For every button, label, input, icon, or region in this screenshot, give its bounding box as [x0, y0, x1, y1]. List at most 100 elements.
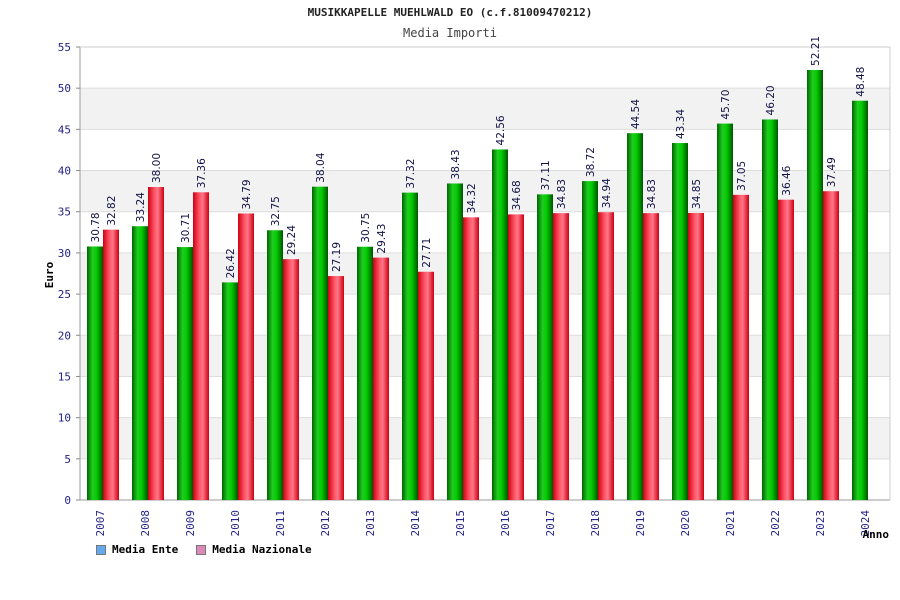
bar-nazionale-2018 — [598, 212, 614, 501]
bar-nazionale-2013 — [373, 257, 389, 500]
data-label-ente-2021: 45.70 — [720, 90, 732, 120]
y-tick-label: 40 — [58, 165, 71, 178]
data-label-ente-2011: 32.75 — [270, 196, 282, 226]
x-tick-label-2020: 2020 — [679, 510, 692, 537]
bar-ente-2015 — [447, 183, 463, 500]
x-tick-label-2022: 2022 — [769, 510, 782, 537]
data-label-nazionale-2018: 34.94 — [601, 178, 613, 208]
bar-ente-2014 — [402, 192, 418, 501]
y-tick-label: 0 — [64, 494, 71, 507]
x-tick-label-2019: 2019 — [634, 510, 647, 537]
bar-nazionale-2008 — [148, 187, 164, 500]
x-tick-label-2016: 2016 — [499, 510, 512, 537]
data-label-ente-2008: 33.24 — [135, 192, 147, 222]
bar-nazionale-2022 — [778, 199, 794, 500]
data-label-nazionale-2012: 27.19 — [331, 242, 343, 272]
data-label-ente-2013: 30.75 — [360, 213, 372, 243]
data-label-ente-2024: 48.48 — [855, 67, 867, 97]
bar-ente-2007 — [87, 246, 103, 500]
bar-ente-2011 — [267, 230, 283, 500]
bar-nazionale-2007 — [103, 229, 119, 500]
x-tick-label-2013: 2013 — [364, 510, 377, 537]
bar-nazionale-2023 — [823, 191, 839, 500]
bar-nazionale-2016 — [508, 214, 524, 500]
legend-swatch-ente — [96, 544, 106, 555]
x-tick-label-2014: 2014 — [409, 510, 422, 537]
bar-nazionale-2010 — [238, 213, 254, 500]
legend-label-nazionale: Media Nazionale — [212, 543, 312, 556]
data-label-nazionale-2022: 36.46 — [781, 165, 793, 195]
x-tick-label-2021: 2021 — [724, 510, 737, 537]
chart-title: MUSIKKAPELLE MUEHLWALD EO (c.f.810094702… — [307, 6, 593, 19]
grid-band — [80, 88, 890, 130]
bar-ente-2023 — [807, 69, 823, 500]
y-tick-label: 50 — [58, 82, 71, 95]
data-label-ente-2016: 42.56 — [495, 115, 507, 145]
bar-nazionale-2012 — [328, 276, 344, 500]
grid-band — [80, 417, 890, 459]
x-tick-label-2024: 2024 — [859, 510, 872, 537]
bar-ente-2009 — [177, 247, 193, 500]
data-label-ente-2010: 26.42 — [225, 248, 237, 278]
data-label-nazionale-2011: 29.24 — [286, 225, 298, 255]
data-label-ente-2020: 43.34 — [675, 109, 687, 139]
grid-band — [80, 252, 890, 295]
bar-ente-2020 — [672, 143, 688, 500]
grid-band — [80, 170, 890, 212]
grid-band — [80, 458, 890, 500]
x-tick-label-2007: 2007 — [94, 510, 107, 537]
bar-ente-2018 — [582, 181, 598, 500]
data-label-ente-2019: 44.54 — [630, 99, 642, 129]
data-label-nazionale-2014: 27.71 — [421, 238, 433, 268]
x-tick-label-2010: 2010 — [229, 510, 242, 537]
bar-ente-2022 — [762, 119, 778, 500]
data-label-ente-2015: 38.43 — [450, 149, 462, 179]
data-label-ente-2018: 38.72 — [585, 147, 597, 177]
bar-ente-2010 — [222, 282, 238, 500]
y-tick-label: 10 — [58, 412, 71, 425]
bar-nazionale-2017 — [553, 213, 569, 501]
bar-ente-2008 — [132, 226, 148, 500]
data-label-ente-2007: 30.78 — [90, 212, 102, 242]
data-label-nazionale-2023: 37.49 — [826, 157, 838, 187]
data-label-ente-2009: 30.71 — [180, 213, 192, 243]
chart-subtitle: Media Importi — [403, 26, 497, 40]
data-label-nazionale-2017: 34.83 — [556, 179, 568, 209]
y-tick-label: 20 — [58, 329, 71, 342]
bar-ente-2013 — [357, 246, 373, 500]
data-label-ente-2017: 37.11 — [540, 160, 552, 190]
y-tick-label: 45 — [58, 123, 71, 136]
data-label-ente-2014: 37.32 — [405, 159, 417, 189]
y-tick-label: 25 — [58, 288, 71, 301]
bar-nazionale-2015 — [463, 217, 479, 500]
grid-band — [80, 211, 890, 253]
x-tick-label-2015: 2015 — [454, 510, 467, 537]
grid-band — [80, 376, 890, 418]
legend-swatch-nazionale — [196, 544, 207, 555]
y-tick-label: 15 — [58, 370, 71, 383]
data-label-nazionale-2015: 34.32 — [466, 183, 478, 213]
bar-nazionale-2011 — [283, 259, 299, 500]
data-label-nazionale-2008: 38.00 — [151, 153, 163, 183]
data-label-nazionale-2007: 32.82 — [106, 196, 118, 226]
bar-ente-2012 — [312, 186, 328, 500]
y-tick-label: 35 — [58, 206, 71, 219]
x-tick-label-2011: 2011 — [274, 510, 287, 537]
x-tick-label-2012: 2012 — [319, 510, 332, 537]
legend-item-ente: Media Ente — [96, 543, 178, 556]
bar-ente-2017 — [537, 194, 553, 500]
x-tick-label-2008: 2008 — [139, 510, 152, 537]
bar-nazionale-2020 — [688, 212, 704, 501]
x-tick-label-2018: 2018 — [589, 510, 602, 537]
legend-label-ente: Media Ente — [112, 543, 179, 556]
y-tick-label: 55 — [58, 41, 71, 54]
bar-ente-2024 — [852, 100, 868, 501]
data-label-nazionale-2019: 34.83 — [646, 179, 658, 209]
bar-ente-2019 — [627, 133, 643, 501]
y-axis-title: Euro — [43, 261, 56, 288]
legend-item-nazionale: Media Nazionale — [196, 543, 312, 556]
x-tick-label-2023: 2023 — [814, 510, 827, 537]
grid-band — [80, 47, 890, 89]
data-label-ente-2022: 46.20 — [765, 85, 777, 115]
